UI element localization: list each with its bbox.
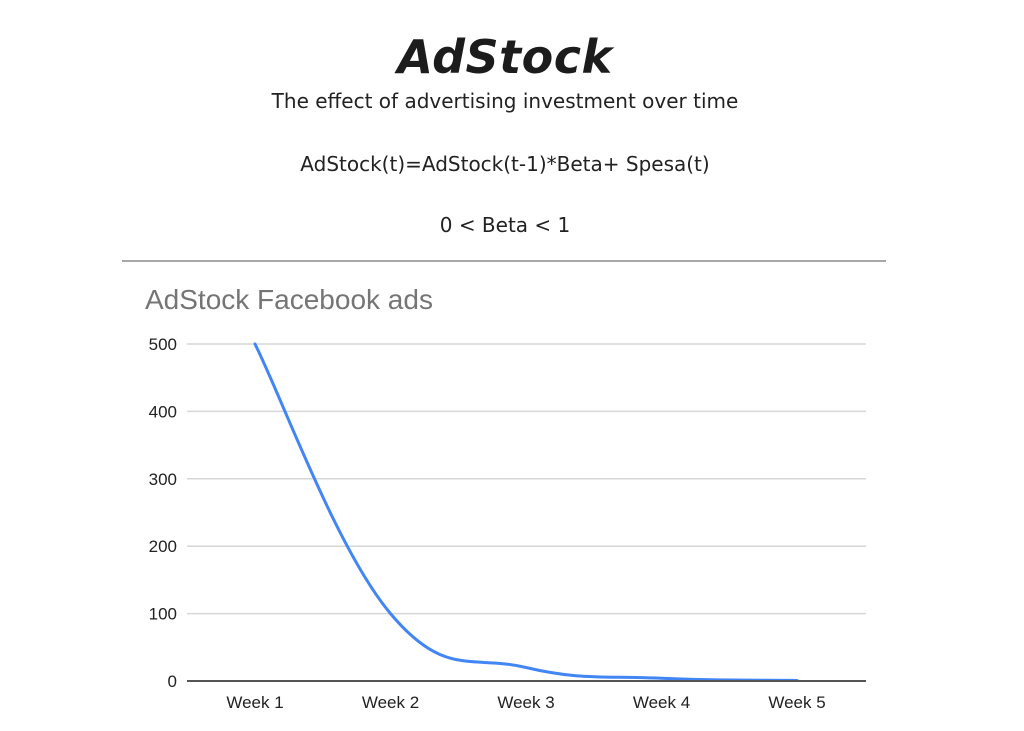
x-tick-label: Week 4	[633, 693, 690, 712]
page-subtitle: The effect of advertising investment ove…	[271, 89, 739, 113]
series-line	[253, 342, 799, 682]
divider	[122, 260, 886, 262]
y-axis-ticks: 0 100 200 300 400 500	[149, 335, 177, 691]
y-tick-label: 200	[149, 537, 177, 556]
chart-title: AdStock Facebook ads	[145, 284, 433, 315]
x-tick-label: Week 3	[497, 693, 554, 712]
gridlines	[187, 343, 866, 615]
x-axis-ticks: Week 1 Week 2 Week 3 Week 4 Week 5	[226, 693, 825, 712]
y-tick-label: 0	[168, 672, 177, 691]
page-title: AdStock	[397, 30, 613, 84]
adstock-formula: AdStock(t)=AdStock(t-1)*Beta+ Spesa(t)	[300, 152, 710, 176]
beta-constraint: 0 < Beta < 1	[439, 213, 571, 237]
x-tick-label: Week 5	[768, 693, 825, 712]
y-tick-label: 500	[149, 335, 177, 354]
x-tick-label: Week 2	[362, 693, 419, 712]
y-tick-label: 100	[149, 605, 177, 624]
x-tick-label: Week 1	[226, 693, 283, 712]
y-tick-label: 400	[149, 402, 177, 421]
y-tick-label: 300	[149, 470, 177, 489]
